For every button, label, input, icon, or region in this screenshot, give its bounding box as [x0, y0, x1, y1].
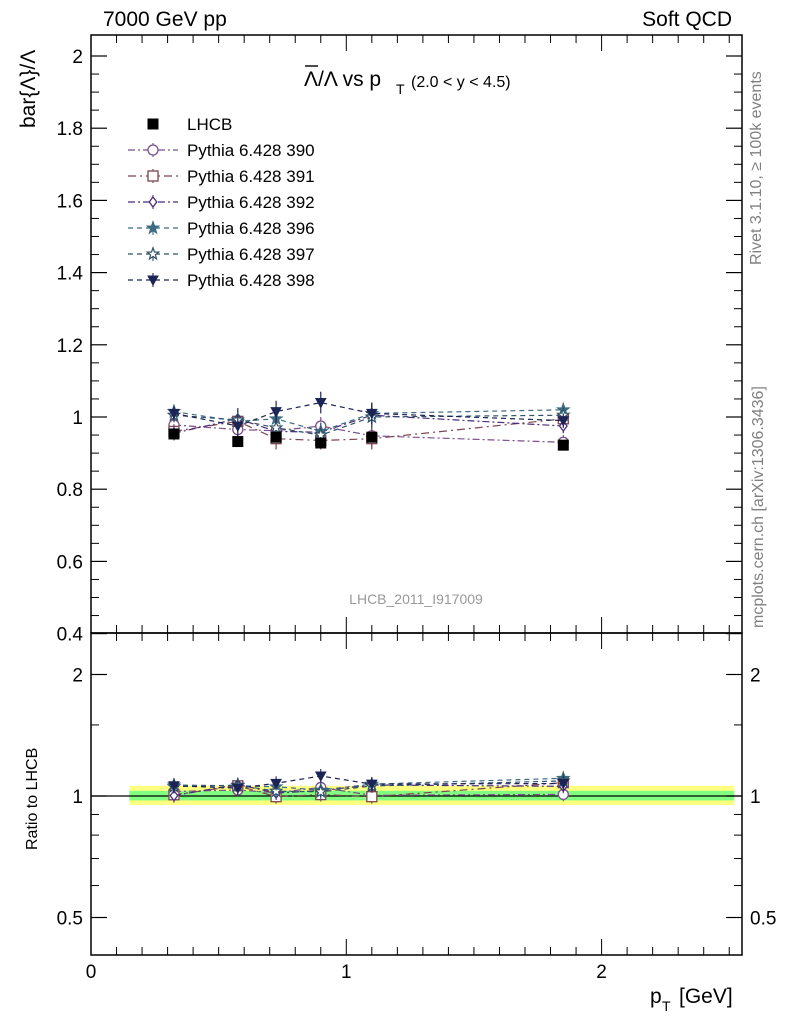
- series-marker: [168, 408, 180, 420]
- ratio-series-line: [173, 783, 564, 797]
- ratio-ytick-label-right: 0.5: [750, 909, 776, 930]
- main-ytick-label: 2: [72, 47, 83, 68]
- main-ytick-label: 0.4: [57, 625, 84, 646]
- legend-label: Pythia 6.428 392: [187, 193, 315, 212]
- ratio-panel-frame: [90, 632, 743, 956]
- ratio-ytick-label-right: 2: [750, 666, 761, 687]
- main-ytick-label: 1.8: [57, 119, 83, 140]
- main-ytick-label: 1.6: [57, 191, 83, 212]
- series-line: [173, 414, 564, 436]
- data-marker: [270, 431, 282, 443]
- legend-marker-data: [147, 118, 159, 130]
- main-panel: 0.4 0.6 0.8 1 1.2 1.4 1.6 1.8 2: [57, 35, 742, 646]
- series-line: [173, 418, 564, 442]
- legend-label: Pythia 6.428 396: [187, 219, 315, 238]
- legend-marker: [147, 144, 159, 156]
- main-ytick-label: 0.8: [57, 480, 83, 501]
- series-marker: [270, 407, 282, 418]
- legend-label: Pythia 6.428 390: [187, 141, 315, 160]
- data-marker: [315, 437, 327, 449]
- ratio-ytick-label: 0.5: [57, 909, 83, 930]
- legend-label: Pythia 6.428 391: [187, 167, 315, 186]
- data-marker: [557, 439, 569, 451]
- data-marker: [366, 431, 378, 443]
- main-title-range: (2.0 < y < 4.5): [411, 74, 511, 91]
- analysis-watermark: LHCB_2011_I917009: [349, 591, 483, 607]
- series-marker: [557, 416, 570, 427]
- ratio-series-marker: [168, 781, 180, 792]
- xlabel-main: p: [650, 985, 662, 1008]
- data-marker: [232, 436, 244, 448]
- series-marker: [231, 421, 244, 433]
- main-ytick-label: 1.4: [57, 264, 84, 285]
- main-ytick-label: 1.2: [57, 336, 83, 357]
- ratio-series-marker: [268, 783, 284, 798]
- main-title-text: Λ/Λ vs p: [304, 68, 381, 91]
- ratio-series-marker: [169, 789, 179, 802]
- legend-marker: [145, 246, 161, 261]
- legend-label-data: LHCB: [187, 115, 232, 134]
- series-marker: [365, 408, 378, 420]
- main-ytick-label: 1: [72, 408, 83, 429]
- header-right: Soft QCD: [642, 8, 732, 31]
- series-marker: [268, 420, 284, 435]
- xlabel-sub: T: [662, 998, 671, 1014]
- ratio-series-line: [173, 786, 564, 796]
- ratio-series-marker: [557, 778, 570, 790]
- data-marker: [168, 428, 180, 440]
- xtick-label: 1: [341, 962, 352, 983]
- legend: LHCB Pythia 6.428 390 Pythia 6.428 391 Pyth…: [128, 115, 315, 290]
- ratio-ytick-label: 2: [72, 666, 83, 687]
- ratio-ytick-label-right: 1: [750, 787, 761, 808]
- ratio-series-marker: [365, 779, 378, 791]
- xtick-label: 0: [86, 962, 97, 983]
- legend-label: Pythia 6.428 397: [187, 245, 315, 264]
- header-left: 7000 GeV pp: [103, 8, 227, 31]
- ratio-ylabel: Ratio to LHCB: [24, 748, 41, 850]
- legend-marker: [148, 195, 158, 209]
- rivet-label: Rivet 3.1.10, ≥ 100k events: [748, 71, 765, 265]
- xlabel-unit: [GeV]: [679, 985, 733, 1008]
- ratio-panel: 0 1 2 0.5 0.5 1 1 2 2: [57, 617, 776, 983]
- ratio-series-marker: [231, 783, 244, 795]
- ratio-series-line: [173, 782, 564, 798]
- main-ylabel: bar{Λ}/Λ: [17, 50, 40, 128]
- series-line: [173, 424, 564, 443]
- main-ytick-label: 0.6: [57, 552, 83, 573]
- xtick-label: 2: [596, 962, 607, 983]
- main-title-sub: T: [396, 81, 405, 97]
- series-line: [173, 409, 564, 433]
- ratio-series-marker: [313, 784, 329, 799]
- legend-marker: [147, 170, 159, 182]
- series-line: [173, 401, 564, 427]
- legend-label: Pythia 6.428 398: [187, 271, 315, 290]
- series-marker: [314, 398, 327, 409]
- ratio-series-marker: [270, 778, 282, 790]
- ratio-ytick-label: 1: [72, 787, 83, 808]
- mcplots-label: mcplots.cern.ch [arXiv:1306.3436]: [750, 386, 767, 628]
- ratio-series-marker: [366, 791, 378, 803]
- legend-marker: [147, 275, 159, 287]
- ratio-series-marker: [314, 771, 327, 783]
- legend-marker: [145, 220, 161, 235]
